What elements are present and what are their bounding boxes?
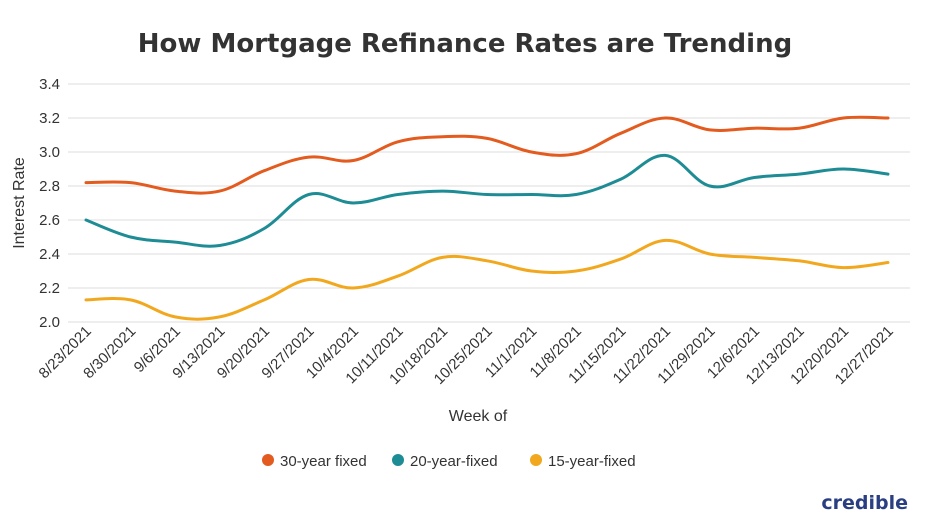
legend-label: 15-year-fixed xyxy=(548,453,636,470)
credible-logo: credible xyxy=(821,492,908,514)
series-line-15-year-fixed xyxy=(84,238,890,321)
y-tick-label: 2.2 xyxy=(39,280,60,297)
legend-marker xyxy=(262,454,274,466)
legend-label: 30-year fixed xyxy=(280,453,367,470)
y-tick-label: 2.4 xyxy=(39,246,60,263)
legend-label: 20-year-fixed xyxy=(410,453,498,470)
grid-lines xyxy=(68,83,910,323)
y-tick-label: 3.4 xyxy=(39,76,60,93)
y-axis-ticks: 3.4 3.2 3.0 2.8 2.6 2.4 2.2 2.0 xyxy=(39,76,60,331)
legend: 30-year fixed 20-year-fixed 15-year-fixed xyxy=(262,453,636,470)
y-tick-label: 2.6 xyxy=(39,212,60,229)
series-lines xyxy=(84,115,890,321)
chart-title: How Mortgage Refinance Rates are Trendin… xyxy=(138,29,792,59)
x-axis-ticks: 8/23/20218/30/20219/6/20219/13/20219/20/… xyxy=(36,323,897,388)
legend-marker xyxy=(392,454,404,466)
legend-marker xyxy=(530,454,542,466)
series-line-20-year-fixed xyxy=(84,153,890,248)
x-axis-label: Week of xyxy=(449,408,508,425)
y-tick-label: 2.0 xyxy=(39,314,60,331)
y-tick-label: 3.0 xyxy=(39,144,60,161)
y-axis-label: Interest Rate xyxy=(11,157,28,249)
series-line-30-year-fixed xyxy=(84,115,890,195)
y-tick-label: 3.2 xyxy=(39,110,60,127)
y-tick-label: 2.8 xyxy=(39,178,60,195)
